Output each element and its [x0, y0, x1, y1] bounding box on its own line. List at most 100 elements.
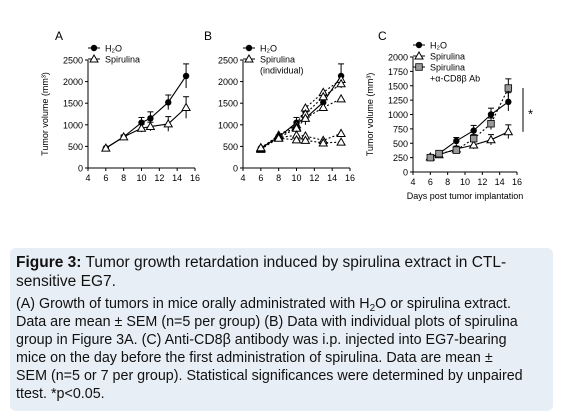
caption-line-3: group in Figure 3A. (C) Anti-CD8β antibo…: [16, 332, 507, 348]
panel-letter: C: [378, 29, 387, 43]
x-tick-label: 14: [327, 173, 337, 183]
panel-letter: B: [204, 29, 212, 43]
y-tick-label: 500: [223, 142, 238, 152]
panel-A: A 0 500 1000 1500 2000 2500 4 6 8 10 12 14 16 Tumor vo…: [40, 29, 200, 183]
data-point: [181, 102, 191, 112]
caption-title: Figure 3: Tumor growth retardation induc…: [16, 253, 550, 291]
y-tick-label: 2500: [63, 56, 83, 66]
caption-label: Figure 3:: [16, 254, 82, 271]
data-point: [145, 121, 156, 131]
y-tick-label: 1000: [388, 110, 408, 120]
data-point: [136, 123, 147, 132]
series-line: [430, 101, 509, 158]
panel-letter: A: [55, 29, 63, 43]
y-tick-label: 1000: [63, 120, 83, 130]
data-point: [505, 98, 512, 106]
y-axis-label: Tumor volume (mm³): [365, 73, 375, 157]
series-triangle-open: [255, 74, 346, 153]
caption-line-2: Data are mean ± SEM (n=5 per group) (B) …: [16, 314, 518, 330]
series-line: [105, 75, 187, 149]
y-tick-label: 2000: [63, 77, 83, 87]
data-point: [469, 134, 478, 143]
y-tick-label: 2000: [388, 53, 408, 63]
data-point: [336, 93, 346, 103]
series-square-filled-gray: [426, 78, 513, 162]
y-tick-label: 500: [68, 142, 83, 152]
y-tick-label: 1500: [63, 99, 83, 109]
data-point: [336, 137, 346, 146]
data-point: [320, 99, 327, 106]
data-point: [147, 115, 154, 122]
legend-label: H₂O: [105, 44, 122, 54]
x-tick-label: 10: [291, 173, 301, 183]
data-point: [487, 120, 495, 128]
x-tick-label: 12: [154, 173, 164, 183]
y-tick-label: 750: [393, 124, 408, 134]
series-line: [260, 78, 342, 149]
series-line: [105, 107, 187, 149]
data-point: [415, 63, 423, 71]
data-point: [300, 135, 311, 144]
series-triangle-open: [100, 96, 191, 152]
legend-label: +α-CD8β Ab: [430, 74, 480, 84]
data-point: [182, 72, 190, 80]
data-point: [468, 139, 479, 149]
data-point: [318, 91, 329, 101]
y-tick-label: 250: [393, 153, 408, 163]
data-point: [318, 137, 329, 147]
x-tick-label: 12: [309, 173, 319, 183]
series-line: [260, 75, 342, 149]
data-point: [336, 128, 346, 137]
x-tick-label: 14: [172, 173, 182, 183]
y-tick-label: 1500: [388, 81, 408, 91]
x-tick-label: 4: [85, 173, 90, 183]
series-circle-filled: [102, 63, 190, 152]
x-tick-label: 12: [477, 177, 487, 187]
data-point: [273, 133, 284, 142]
series-triangle-open: [255, 128, 346, 153]
data-point: [163, 118, 174, 128]
legend-label: H₂O: [430, 41, 447, 51]
y-tick-label: 0: [233, 164, 238, 174]
data-point: [486, 134, 496, 144]
data-point: [90, 44, 98, 52]
figure-caption: Figure 3: Tumor growth retardation induc…: [10, 248, 553, 411]
data-point: [100, 143, 111, 152]
legend-label: Spirulina: [430, 52, 465, 62]
x-axis-label: Days post tumor implantation: [407, 191, 524, 201]
data-point: [291, 134, 302, 144]
x-tick-label: 10: [136, 173, 146, 183]
legend-label: Spirulina: [430, 63, 465, 73]
x-tick-label: 16: [190, 173, 200, 183]
x-tick-label: 8: [276, 173, 281, 183]
series-line: [430, 87, 509, 159]
y-tick-label: 2500: [218, 56, 238, 66]
data-point: [245, 44, 253, 52]
x-tick-label: 4: [240, 173, 245, 183]
y-tick-label: 0: [403, 168, 408, 178]
caption-line-1: (A) Growth of tumors in mice orally admi…: [16, 296, 511, 314]
data-point: [453, 137, 460, 145]
data-point: [255, 142, 266, 152]
legend-label: Spirulina: [260, 55, 295, 65]
y-tick-label: 1250: [388, 96, 408, 106]
data-point: [336, 78, 346, 88]
x-tick-label: 10: [460, 177, 470, 187]
x-tick-label: 14: [495, 177, 505, 187]
y-tick-label: 500: [393, 139, 408, 149]
data-point: [300, 113, 311, 122]
panel-C: C 0 250 500 750 1000 1250 1500 1750 2000 4 6 8 10 12 14…: [365, 29, 533, 201]
data-point: [503, 126, 514, 136]
data-point: [426, 153, 435, 162]
x-tick-label: 6: [428, 177, 433, 187]
y-tick-label: 1750: [388, 67, 408, 77]
x-tick-label: 8: [121, 173, 126, 183]
legend-label: H₂O: [260, 44, 277, 54]
y-tick-label: 1000: [218, 120, 238, 130]
y-tick-label: 0: [78, 164, 83, 174]
x-tick-label: 6: [258, 173, 263, 183]
legend-label: Spirulina: [105, 55, 140, 65]
